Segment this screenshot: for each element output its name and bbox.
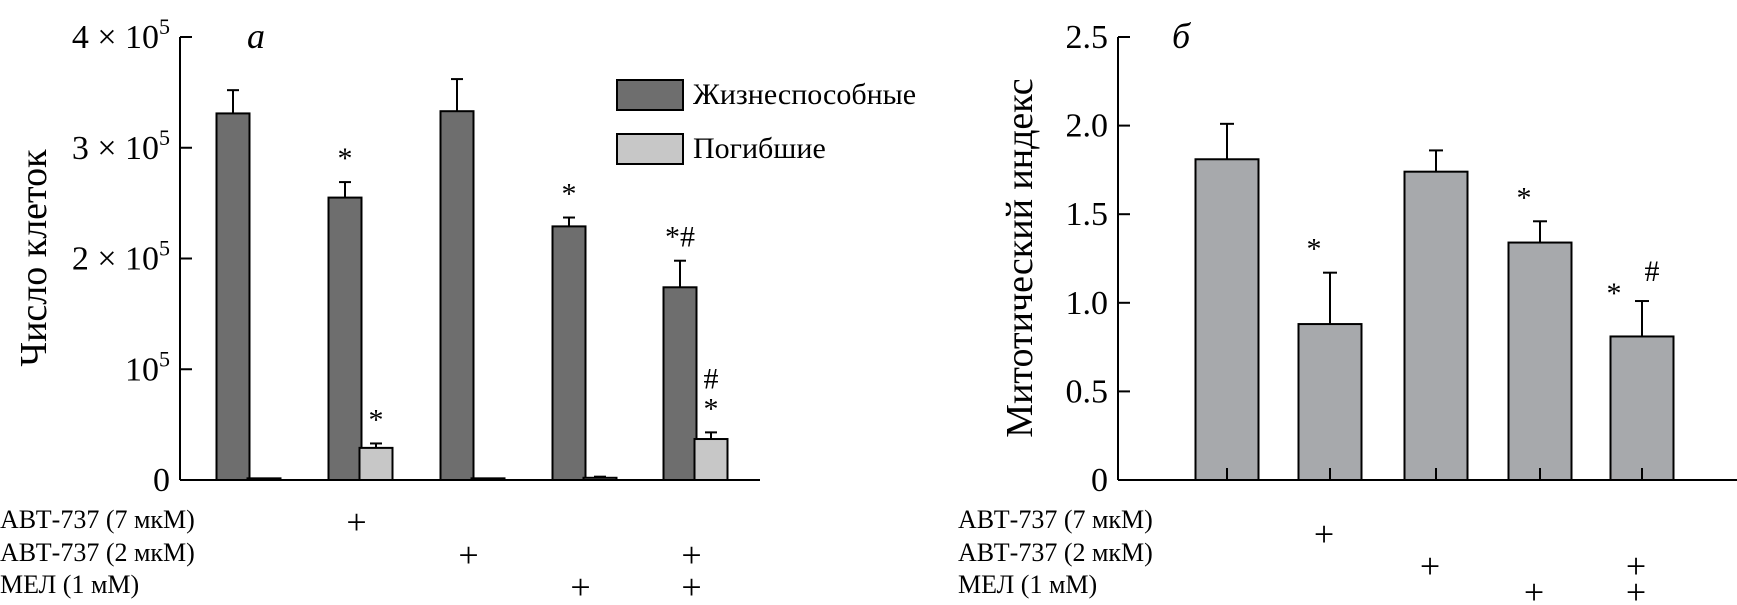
treatment-label: АВТ-737 (7 мкМ) [0, 505, 195, 534]
legend-label: Жизнеспособные [693, 78, 916, 111]
legend-label: Погибшие [693, 132, 826, 165]
panel-label: а [247, 16, 265, 56]
bar-mitotic-index [1403, 170, 1469, 481]
treatment-mark: + [1314, 514, 1334, 554]
legend-swatch [616, 133, 684, 165]
bar-mitotic-index [1194, 158, 1260, 481]
treatment-label: АВТ-737 (2 мкМ) [0, 538, 195, 567]
y-tick-label: 3 × 105 [72, 125, 170, 167]
significance-marker: # [1645, 255, 1660, 288]
panel-b: * * * #0 0.5 1.0 1.5 2.0 2.5 Митотический индекс б… [958, 16, 1737, 605]
treatment-label: АВТ-737 (7 мкМ) [958, 505, 1153, 534]
treatment-mark: + [681, 535, 701, 575]
y-tick-label: 0.5 [1066, 373, 1109, 410]
significance-marker: *# [665, 221, 695, 254]
treatment-label: АВТ-737 (2 мкМ) [958, 538, 1153, 567]
y-tick-label: 2 × 105 [72, 236, 170, 278]
legend: Жизнеспособные Погибшие [616, 78, 916, 165]
y-tick-label: 0 [153, 462, 170, 499]
bar-viable [439, 110, 475, 481]
significance-marker: * [1607, 277, 1622, 310]
bar-mitotic-index [1507, 241, 1573, 481]
y-tick-label: 2.0 [1066, 108, 1109, 145]
treatment-label: МЕЛ (1 мМ) [958, 570, 1097, 599]
treatment-mark: + [681, 567, 701, 605]
significance-marker: * [562, 178, 577, 211]
significance-marker: * [1307, 233, 1322, 266]
treatment-mark: + [1626, 572, 1646, 605]
bar-viable [662, 286, 698, 482]
bar-dead [358, 446, 394, 482]
treatment-mark: + [570, 567, 590, 605]
panel-label: б [1172, 16, 1192, 56]
y-tick-label: 2.5 [1066, 19, 1109, 56]
significance-marker: * [704, 392, 719, 425]
treatment-mark: + [1420, 546, 1440, 586]
treatment-mark: + [458, 535, 478, 575]
significance-marker: * [1517, 181, 1532, 214]
bar-viable [327, 196, 363, 481]
treatment-mark: + [1524, 572, 1544, 605]
bar-viable [551, 225, 587, 481]
y-axis-title: Митотический индекс [999, 78, 1041, 437]
significance-marker: * [338, 142, 353, 175]
treatment-mark: + [1626, 546, 1646, 586]
legend-swatch [616, 79, 684, 111]
y-tick-label: 1.0 [1066, 285, 1109, 322]
bar-mitotic-index [1609, 335, 1675, 481]
y-axis-title: Число клеток [13, 149, 55, 367]
significance-marker: # [704, 362, 719, 395]
bar-viable [215, 112, 251, 481]
bar-dead [693, 438, 729, 481]
y-tick-label: 4 × 105 [72, 14, 170, 56]
treatment-label: МЕЛ (1 мМ) [0, 570, 139, 599]
treatment-mark: + [346, 502, 366, 542]
significance-marker: * [369, 403, 384, 436]
bar-mitotic-index [1297, 323, 1363, 481]
y-tick-label: 0 [1091, 462, 1108, 499]
y-tick-label: 1.5 [1066, 196, 1109, 233]
y-tick-label: 105 [125, 346, 170, 388]
